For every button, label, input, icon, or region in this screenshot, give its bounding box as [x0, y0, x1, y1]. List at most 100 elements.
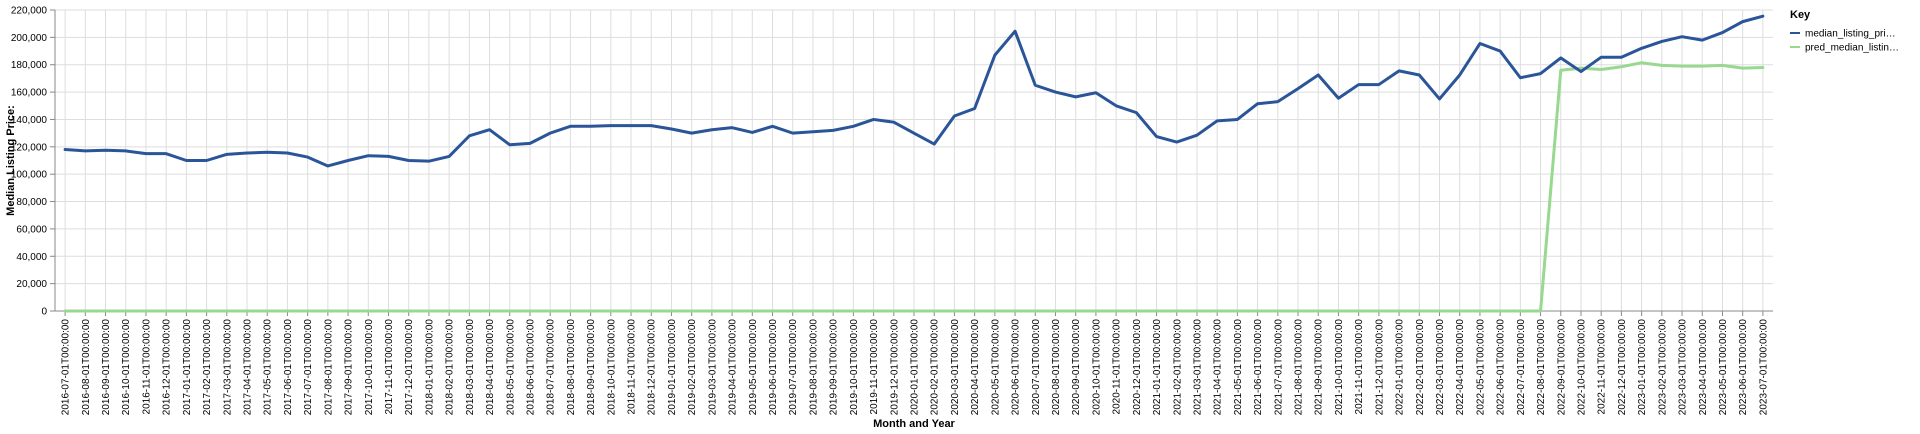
x-tick-label: 2023-06-01T00:00:00	[1738, 319, 1749, 416]
gridlines	[55, 9, 1773, 312]
x-tick-label: 2022-02-01T00:00:00	[1415, 319, 1426, 416]
y-tick-label: 220,000	[11, 6, 48, 17]
x-tick-label: 2022-08-01T00:00:00	[1536, 319, 1547, 416]
x-tick-labels: 2016-07-01T00:00:00 2016-08-01T00:00:00 20…	[61, 319, 1770, 416]
x-tick-label: 2018-02-01T00:00:00	[445, 319, 456, 416]
x-tick-label: 2020-12-01T00:00:00	[1132, 319, 1143, 416]
x-tick-label: 2017-11-01T00:00:00	[384, 319, 395, 415]
x-tick-label: 2019-12-01T00:00:00	[889, 319, 900, 416]
x-tick-label: 2021-10-01T00:00:00	[1334, 319, 1345, 416]
y-tick-label: 20,000	[16, 279, 47, 290]
x-tick-label: 2016-10-01T00:00:00	[121, 319, 132, 416]
y-tick-label: 180,000	[11, 60, 48, 71]
x-tick-label: 2022-05-01T00:00:00	[1475, 319, 1486, 416]
y-tick-label: 40,000	[16, 252, 47, 263]
x-tick-label: 2023-05-01T00:00:00	[1718, 319, 1729, 416]
x-tick-label: 2019-08-01T00:00:00	[808, 319, 819, 416]
x-tick-label: 2020-01-01T00:00:00	[910, 319, 921, 416]
y-tick-label: 120,000	[11, 142, 48, 153]
x-tick-label: 2023-03-01T00:00:00	[1678, 319, 1689, 416]
y-tick-label: 80,000	[16, 197, 47, 208]
x-tick-label: 2020-08-01T00:00:00	[1051, 319, 1062, 416]
x-tick-label: 2019-09-01T00:00:00	[829, 319, 840, 416]
x-tick-label: 2016-07-01T00:00:00	[61, 319, 72, 416]
x-tick-label: 2021-06-01T00:00:00	[1253, 319, 1264, 416]
x-tick-label: 2019-01-01T00:00:00	[667, 319, 678, 416]
y-axis-title: Median Listing Price:	[5, 105, 17, 216]
x-tick-label: 2018-09-01T00:00:00	[586, 319, 597, 416]
x-tick-label: 2022-10-01T00:00:00	[1576, 319, 1587, 416]
x-tick-label: 2019-04-01T00:00:00	[728, 319, 739, 416]
x-tick-label: 2017-10-01T00:00:00	[364, 319, 375, 416]
x-tick-label: 2017-01-01T00:00:00	[182, 319, 193, 416]
x-tick-label: 2023-01-01T00:00:00	[1637, 319, 1648, 416]
legend-title: Key	[1790, 9, 1811, 21]
x-tick-label: 2021-03-01T00:00:00	[1192, 319, 1203, 416]
y-tick-label: 0	[41, 307, 47, 318]
x-tick-label: 2020-04-01T00:00:00	[970, 319, 981, 416]
x-tick-label: 2018-04-01T00:00:00	[485, 319, 496, 416]
y-tick-label: 100,000	[11, 170, 48, 181]
x-tick-label: 2018-06-01T00:00:00	[525, 319, 536, 416]
y-tick-label: 200,000	[11, 33, 48, 44]
x-tick-label: 2022-07-01T00:00:00	[1516, 319, 1527, 416]
x-tick-label: 2021-02-01T00:00:00	[1172, 319, 1183, 416]
x-tick-label: 2017-12-01T00:00:00	[404, 319, 415, 416]
x-tick-label: 2020-02-01T00:00:00	[930, 319, 941, 416]
x-tick-label: 2020-11-01T00:00:00	[1112, 319, 1123, 415]
x-tick-label: 2018-03-01T00:00:00	[465, 319, 476, 416]
x-tick-label: 2022-12-01T00:00:00	[1617, 319, 1628, 416]
x-tick-label: 2023-02-01T00:00:00	[1657, 319, 1668, 416]
legend-label: median_listing_pri…	[1805, 29, 1896, 40]
x-tick-label: 2016-08-01T00:00:00	[81, 319, 92, 416]
x-tick-label: 2021-07-01T00:00:00	[1273, 319, 1284, 416]
x-tick-label: 2021-05-01T00:00:00	[1233, 319, 1244, 416]
x-tick-label: 2018-10-01T00:00:00	[606, 319, 617, 416]
x-tick-label: 2021-11-01T00:00:00	[1354, 319, 1365, 415]
x-tick-label: 2017-09-01T00:00:00	[344, 319, 355, 416]
legend-entries: median_listing_pri… pred_median_listin…	[1790, 29, 1899, 54]
x-tick-label: 2021-01-01T00:00:00	[1152, 319, 1163, 416]
x-tick-label: 2016-09-01T00:00:00	[101, 319, 112, 416]
x-tick-label: 2017-04-01T00:00:00	[243, 319, 254, 416]
x-tick-label: 2023-07-01T00:00:00	[1758, 319, 1769, 416]
x-tick-label: 2017-05-01T00:00:00	[263, 319, 274, 416]
x-tick-label: 2018-05-01T00:00:00	[505, 319, 516, 416]
x-tick-label: 2017-08-01T00:00:00	[323, 319, 334, 416]
y-tick-labels: 0 20,000 40,000 60,000 80,000 100,000 120,000 1…	[11, 6, 48, 318]
axes	[50, 9, 1773, 316]
x-tick-label: 2022-03-01T00:00:00	[1435, 319, 1446, 416]
legend: Key median_listing_pri… pred_median_listi…	[1790, 9, 1899, 54]
x-tick-label: 2020-03-01T00:00:00	[950, 319, 961, 416]
x-tick-label: 2020-06-01T00:00:00	[1011, 319, 1022, 416]
x-tick-label: 2018-11-01T00:00:00	[627, 319, 638, 415]
x-tick-label: 2023-04-01T00:00:00	[1698, 319, 1709, 416]
x-tick-label: 2017-02-01T00:00:00	[202, 319, 213, 416]
x-tick-label: 2021-04-01T00:00:00	[1213, 319, 1224, 416]
series-line-0	[63, 14, 1765, 168]
x-tick-label: 2018-01-01T00:00:00	[424, 319, 435, 416]
x-tick-label: 2019-10-01T00:00:00	[849, 319, 860, 416]
x-tick-label: 2019-05-01T00:00:00	[748, 319, 759, 416]
x-tick-label: 2022-09-01T00:00:00	[1556, 319, 1567, 416]
x-tick-label: 2022-04-01T00:00:00	[1455, 319, 1466, 416]
x-tick-label: 2016-12-01T00:00:00	[162, 319, 173, 416]
x-tick-label: 2021-09-01T00:00:00	[1314, 319, 1325, 416]
x-tick-label: 2022-11-01T00:00:00	[1597, 319, 1608, 415]
series-line-1	[63, 61, 1765, 313]
y-tick-label: 140,000	[11, 115, 48, 126]
x-axis-title: Month and Year	[873, 418, 955, 430]
x-tick-label: 2016-11-01T00:00:00	[141, 319, 152, 415]
legend-label: pred_median_listin…	[1805, 43, 1899, 54]
x-tick-label: 2018-08-01T00:00:00	[566, 319, 577, 416]
x-tick-label: 2020-07-01T00:00:00	[1031, 319, 1042, 416]
x-tick-label: 2020-10-01T00:00:00	[1091, 319, 1102, 416]
x-tick-label: 2019-07-01T00:00:00	[788, 319, 799, 416]
x-tick-label: 2021-12-01T00:00:00	[1374, 319, 1385, 416]
x-tick-label: 2019-02-01T00:00:00	[687, 319, 698, 416]
x-tick-label: 2019-11-01T00:00:00	[869, 319, 880, 415]
x-tick-label: 2021-08-01T00:00:00	[1294, 319, 1305, 416]
x-tick-label: 2017-03-01T00:00:00	[222, 319, 233, 416]
